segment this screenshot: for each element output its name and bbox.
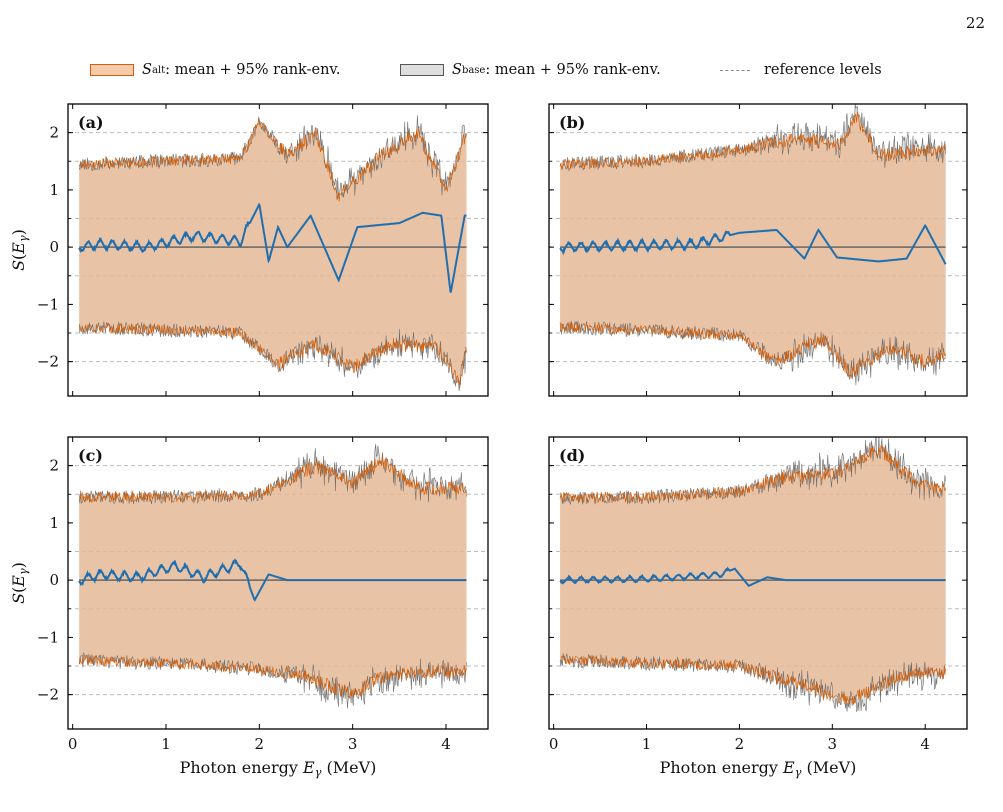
alt-envelope-lower-line — [559, 654, 946, 706]
alt-envelope-lower-line — [78, 654, 467, 699]
plot-area — [68, 444, 488, 709]
panel-label: (b) — [559, 113, 585, 132]
legend-alt-label: : mean + 95% rank-env. — [165, 62, 341, 78]
y-tick-label: 0 — [49, 571, 59, 589]
x-tick-label: 3 — [348, 735, 358, 753]
y-tick-label: 2 — [49, 457, 59, 475]
x-tick-label: 2 — [255, 735, 265, 753]
panel-label: (a) — [78, 113, 104, 132]
base-envelope-upper-line — [559, 437, 946, 506]
y-tick-label: 2 — [49, 124, 59, 142]
x-axis-label: Photon energy Eγ​ (MeV) — [180, 758, 377, 779]
alt-envelope-fill — [560, 112, 946, 378]
alt-envelope-fill — [79, 118, 467, 388]
panel-frame — [67, 436, 489, 730]
x-tick-label: 0 — [68, 735, 78, 753]
alt-envelope-lower-line — [559, 322, 946, 378]
panel-frame — [548, 436, 968, 730]
x-tick-label: 1 — [642, 735, 652, 753]
alt-envelope-fill — [560, 444, 946, 706]
y-tick-label: 1 — [49, 514, 59, 532]
mean-series-line — [78, 202, 467, 293]
y-axis-label: S(Eγ​) — [9, 562, 30, 604]
panel-label: (d) — [559, 446, 585, 465]
legend-item-reference: reference levels — [720, 58, 882, 82]
legend-swatch-reference — [720, 69, 750, 71]
x-tick-label: 2 — [735, 735, 745, 753]
alt-envelope-upper-line — [559, 444, 946, 504]
panel-1: −2 −1 0 1 2 (a) S(Eγ​) — [9, 103, 489, 397]
y-tick-label: 0 — [49, 238, 59, 256]
x-tick-label: 0 — [549, 735, 559, 753]
mean-series-line — [559, 566, 946, 587]
legend-alt-symbol: S — [142, 62, 152, 78]
mean-series-line — [78, 558, 467, 602]
panel-frame — [67, 103, 489, 397]
alt-envelope-upper-line — [78, 455, 467, 504]
y-tick-label: −2 — [37, 686, 59, 704]
panel-3: 0 1 2 3 4 −2 −1 0 1 2 (c) S(Eγ​) Photon energy Eγ​ (… — [9, 436, 489, 779]
panel-frame — [548, 103, 968, 397]
y-tick-label: 1 — [49, 181, 59, 199]
x-tick-label: 4 — [920, 735, 930, 753]
base-envelope-upper-line — [78, 444, 467, 505]
alt-envelope-upper-line — [78, 118, 467, 202]
base-envelope-upper-line — [559, 104, 946, 172]
alt-envelope-lower-line — [78, 322, 467, 388]
x-tick-label: 3 — [828, 735, 838, 753]
y-axis-label: S(Eγ​) — [9, 229, 30, 271]
panel-label: (c) — [78, 446, 103, 465]
legend-swatch-base — [400, 64, 444, 76]
legend-base-symbol: S — [452, 62, 462, 78]
y-tick-label: −1 — [37, 295, 59, 313]
y-tick-label: −1 — [37, 628, 59, 646]
alt-envelope-fill — [79, 455, 467, 699]
legend-swatch-alt — [90, 64, 134, 76]
y-tick-label: −2 — [37, 353, 59, 371]
plot-area — [68, 115, 488, 392]
panel-4: 0 1 2 3 4 (d) Photon energy Eγ​ (MeV) — [548, 436, 968, 779]
legend-base-label: : mean + 95% rank-env. — [485, 62, 661, 78]
x-tick-label: 4 — [441, 735, 451, 753]
legend-reference-label: reference levels — [764, 62, 882, 78]
panel-2: (b) — [548, 103, 968, 397]
legend-base-subscript: base — [461, 64, 486, 76]
x-tick-label: 1 — [161, 735, 171, 753]
plot-area — [549, 104, 967, 386]
alt-envelope-upper-line — [559, 111, 946, 171]
page-number: 22 — [965, 14, 985, 32]
x-axis-label: Photon energy Eγ​ (MeV) — [660, 758, 857, 779]
mean-series-line — [559, 224, 947, 265]
plot-area — [549, 437, 967, 713]
legend-alt-subscript: alt — [151, 64, 166, 76]
